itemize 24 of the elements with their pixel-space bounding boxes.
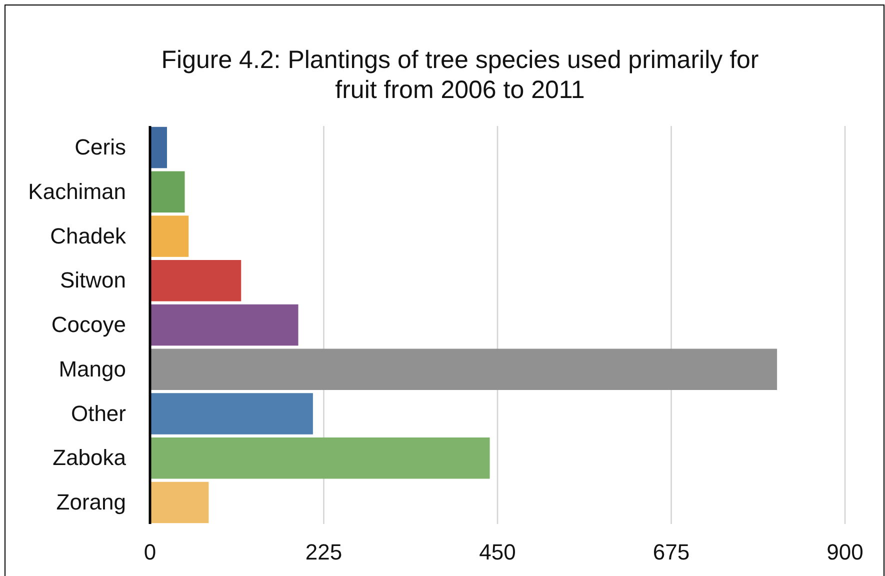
x-tick-label: 900 xyxy=(826,540,864,565)
y-tick-label: Sitwon xyxy=(60,268,126,293)
x-tick-label: 675 xyxy=(652,540,690,565)
x-tick-label: 450 xyxy=(479,540,516,565)
y-tick-label: Cocoye xyxy=(51,312,126,338)
y-tick-label: Chadek xyxy=(50,223,127,248)
bar xyxy=(150,304,298,346)
bar xyxy=(150,348,778,390)
bar xyxy=(150,437,490,479)
bar xyxy=(150,126,167,168)
y-tick-label: Kachiman xyxy=(28,178,126,204)
y-tick-label: Ceris xyxy=(74,134,126,160)
x-tick-label: 225 xyxy=(305,540,342,565)
x-tick-label: 0 xyxy=(144,540,156,565)
y-tick-label: Zorang xyxy=(56,490,126,515)
bar xyxy=(150,216,189,257)
chart-title: Figure 4.2: Plantings of tree species used primarily for fruit from 2006 to 2011 xyxy=(161,46,759,104)
bar xyxy=(150,171,185,213)
bar xyxy=(150,260,242,302)
bar xyxy=(150,482,209,524)
y-tick-label: Zaboka xyxy=(52,445,127,470)
y-tick-label: Mango xyxy=(58,356,126,382)
bar xyxy=(150,393,313,434)
y-tick-label: Other xyxy=(70,400,126,426)
